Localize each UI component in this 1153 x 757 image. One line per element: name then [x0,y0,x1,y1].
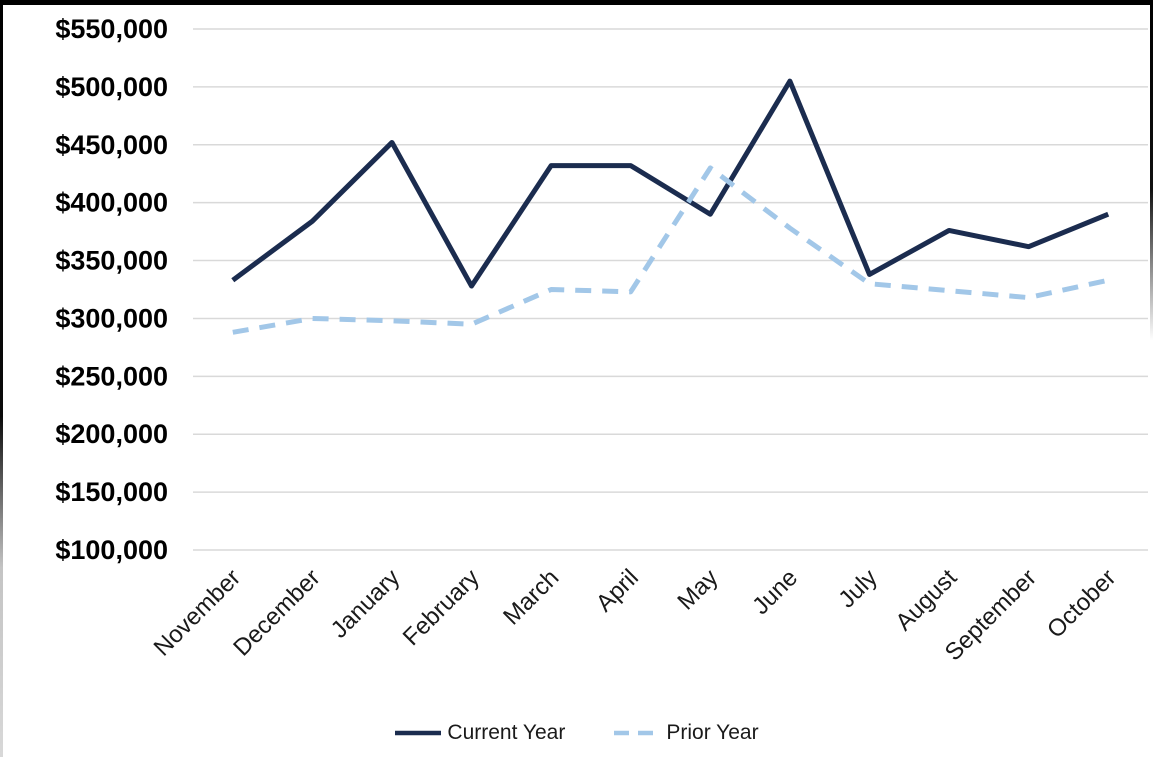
window-border-left [0,0,3,757]
legend-item-prior-year: Prior Year [613,721,759,745]
series-line-current-year [231,78,1110,289]
x-axis-tick-label: February [398,564,485,651]
x-axis-tick-label: August [890,564,962,636]
y-axis-tick-label: $150,000 [55,477,168,507]
y-axis-tick-label: $550,000 [55,14,168,44]
x-axis-tick-label: June [747,564,803,620]
x-axis-tick-label: July [833,564,882,613]
x-axis-tick-label: December [228,564,325,661]
y-axis-tick-label: $250,000 [55,361,168,391]
x-axis-tick-label: October [1042,564,1121,643]
dashed-line-icon [614,730,661,736]
y-axis-tick-label: $200,000 [55,419,168,449]
window-border-top [0,0,1153,5]
y-axis-tick-label: $500,000 [55,72,168,102]
window-border-right [1150,0,1153,757]
y-axis-tick-label: $300,000 [55,303,168,333]
y-axis-tick-label: $350,000 [55,246,168,276]
x-axis-tick-label: May [672,564,723,615]
y-axis-tick-label: $100,000 [55,535,168,565]
x-axis-tick-label: January [326,564,405,643]
legend-label-current-year: Current Year [447,721,566,744]
y-axis-tick-label: $400,000 [55,188,168,218]
series-line-prior-year [232,165,1109,335]
chart-legend: Current Year Prior Year [0,721,1153,745]
x-axis-tick-label: April [591,564,644,617]
legend-item-current-year: Current Year [394,721,565,745]
legend-label-prior-year: Prior Year [666,721,759,744]
y-axis-tick-label: $450,000 [55,130,168,160]
x-axis-tick-label: March [498,564,564,630]
solid-line-icon [395,730,442,736]
